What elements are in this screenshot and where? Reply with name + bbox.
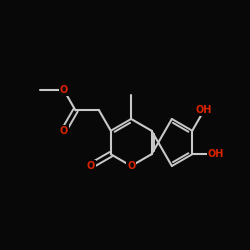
Text: OH: OH bbox=[208, 149, 224, 159]
Text: O: O bbox=[60, 85, 68, 95]
Text: O: O bbox=[86, 161, 94, 171]
Text: O: O bbox=[127, 161, 135, 171]
Text: O: O bbox=[60, 126, 68, 136]
Text: OH: OH bbox=[196, 105, 212, 115]
